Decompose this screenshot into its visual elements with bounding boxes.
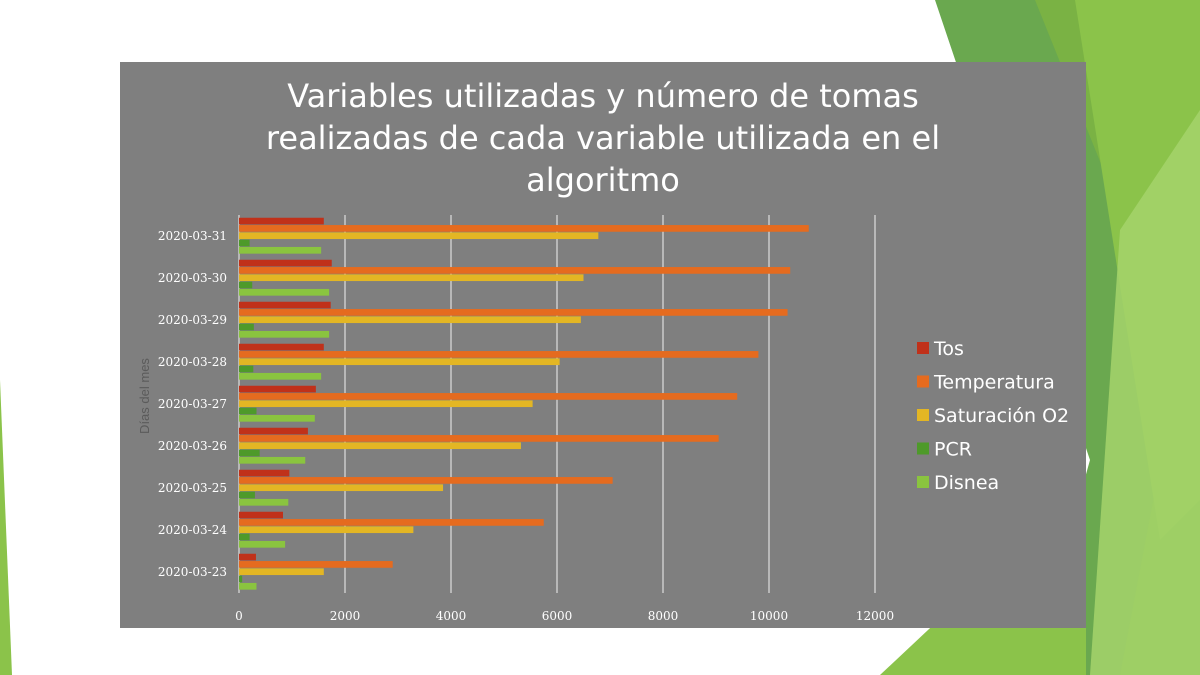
bar-disnea-2020-03-25 — [239, 498, 289, 506]
bar-tos-2020-03-29 — [239, 301, 331, 309]
bar-disnea-2020-03-24 — [239, 540, 286, 548]
bar-temperatura-2020-03-27 — [239, 393, 738, 400]
x-tick-labels: 0 2000 4000 6000 8000 10000 12000 — [235, 609, 894, 623]
bar-disnea-2020-03-26 — [239, 456, 306, 464]
bar-tos-2020-03-24 — [239, 511, 283, 519]
bar-temperatura-2020-03-29 — [239, 309, 788, 316]
bar-chart: Variables utilizadas y número de tomas r… — [137, 77, 1069, 623]
bar-pcr-2020-03-28 — [239, 365, 254, 373]
bar-pcr-2020-03-26 — [239, 449, 260, 457]
bar-pcr-2020-03-31 — [239, 239, 250, 247]
bar-tos-2020-03-26 — [239, 427, 308, 435]
chart-panel: Variables utilizadas y número de tomas r… — [120, 62, 1086, 628]
category-label-2020-03-29: 2020-03-29 — [158, 313, 227, 327]
bar-disnea-2020-03-27 — [239, 414, 315, 422]
bar-temperatura-2020-03-24 — [239, 519, 544, 526]
x-tick-label-6000: 6000 — [542, 609, 573, 623]
bar-tos-2020-03-25 — [239, 469, 290, 477]
legend: Tos Temperatura Saturación O2 PCR Disnea — [917, 338, 1069, 494]
deco-shape-left-edge — [0, 380, 12, 675]
category-label-2020-03-31: 2020-03-31 — [158, 229, 227, 243]
category-label-2020-03-26: 2020-03-26 — [158, 439, 227, 453]
legend-swatch-pcr — [917, 442, 929, 455]
category-label-2020-03-27: 2020-03-27 — [158, 397, 227, 411]
bar-saturaci-n-o2-2020-03-27 — [239, 400, 533, 408]
bar-disnea-2020-03-31 — [239, 246, 322, 254]
y-axis-label: Días del mes — [137, 358, 152, 434]
bar-saturaci-n-o2-2020-03-25 — [239, 484, 444, 492]
chart-title-line-1: Variables utilizadas y número de tomas — [287, 77, 919, 115]
chart-title-line-2: realizadas de cada variable utilizada en… — [266, 119, 940, 157]
category-label-2020-03-25: 2020-03-25 — [158, 481, 227, 495]
legend-swatch-saturaci-n-o2 — [917, 409, 929, 421]
bars — [239, 217, 809, 590]
bar-temperatura-2020-03-23 — [239, 561, 393, 568]
bar-saturaci-n-o2-2020-03-24 — [239, 526, 414, 534]
x-tick-label-2000: 2000 — [330, 609, 361, 623]
category-labels: 2020-03-31 2020-03-30 2020-03-29 2020-03-28… — [158, 229, 228, 579]
bar-pcr-2020-03-27 — [239, 407, 257, 415]
bar-temperatura-2020-03-31 — [239, 225, 809, 232]
bar-saturaci-n-o2-2020-03-30 — [239, 274, 584, 282]
legend-label-saturaci-n-o2: Saturación O2 — [934, 405, 1069, 427]
bar-disnea-2020-03-29 — [239, 330, 330, 338]
bar-pcr-2020-03-25 — [239, 491, 255, 499]
bar-saturaci-n-o2-2020-03-28 — [239, 358, 560, 366]
bar-pcr-2020-03-24 — [239, 533, 250, 541]
x-tick-label-10000: 10000 — [750, 609, 788, 623]
category-label-2020-03-23: 2020-03-23 — [158, 565, 227, 579]
category-label-2020-03-24: 2020-03-24 — [158, 523, 228, 537]
bar-pcr-2020-03-23 — [239, 575, 243, 583]
bar-temperatura-2020-03-30 — [239, 267, 791, 274]
bar-disnea-2020-03-28 — [239, 372, 322, 380]
bar-temperatura-2020-03-26 — [239, 435, 719, 442]
bar-pcr-2020-03-30 — [239, 281, 253, 289]
legend-swatch-tos — [917, 342, 929, 354]
bar-tos-2020-03-31 — [239, 217, 324, 225]
bar-disnea-2020-03-30 — [239, 288, 330, 296]
bar-saturaci-n-o2-2020-03-31 — [239, 232, 599, 240]
deco-shape-light-lime — [1090, 110, 1200, 675]
legend-label-tos: Tos — [933, 338, 964, 360]
x-tick-label-8000: 8000 — [648, 609, 679, 623]
category-label-2020-03-28: 2020-03-28 — [158, 355, 227, 369]
bar-tos-2020-03-27 — [239, 385, 316, 393]
bar-tos-2020-03-28 — [239, 343, 324, 351]
x-tick-label-0: 0 — [235, 609, 243, 623]
legend-swatch-temperatura — [917, 375, 929, 388]
bar-tos-2020-03-30 — [239, 259, 332, 267]
bar-temperatura-2020-03-25 — [239, 477, 613, 484]
category-label-2020-03-30: 2020-03-30 — [158, 271, 227, 285]
bar-saturaci-n-o2-2020-03-29 — [239, 316, 581, 324]
bar-temperatura-2020-03-28 — [239, 351, 759, 358]
bar-saturaci-n-o2-2020-03-26 — [239, 442, 521, 450]
legend-label-disnea: Disnea — [934, 472, 999, 494]
legend-label-temperatura: Temperatura — [933, 372, 1055, 394]
bar-disnea-2020-03-23 — [239, 582, 257, 590]
bar-tos-2020-03-23 — [239, 553, 256, 561]
chart-title: Variables utilizadas y número de tomas r… — [266, 77, 940, 199]
legend-swatch-disnea — [917, 476, 929, 488]
legend-label-pcr: PCR — [934, 439, 972, 461]
x-tick-label-4000: 4000 — [436, 609, 467, 623]
chart-title-line-3: algoritmo — [526, 161, 680, 199]
bar-pcr-2020-03-29 — [239, 323, 254, 331]
bar-saturaci-n-o2-2020-03-23 — [239, 568, 324, 576]
x-tick-label-12000: 12000 — [856, 609, 894, 623]
